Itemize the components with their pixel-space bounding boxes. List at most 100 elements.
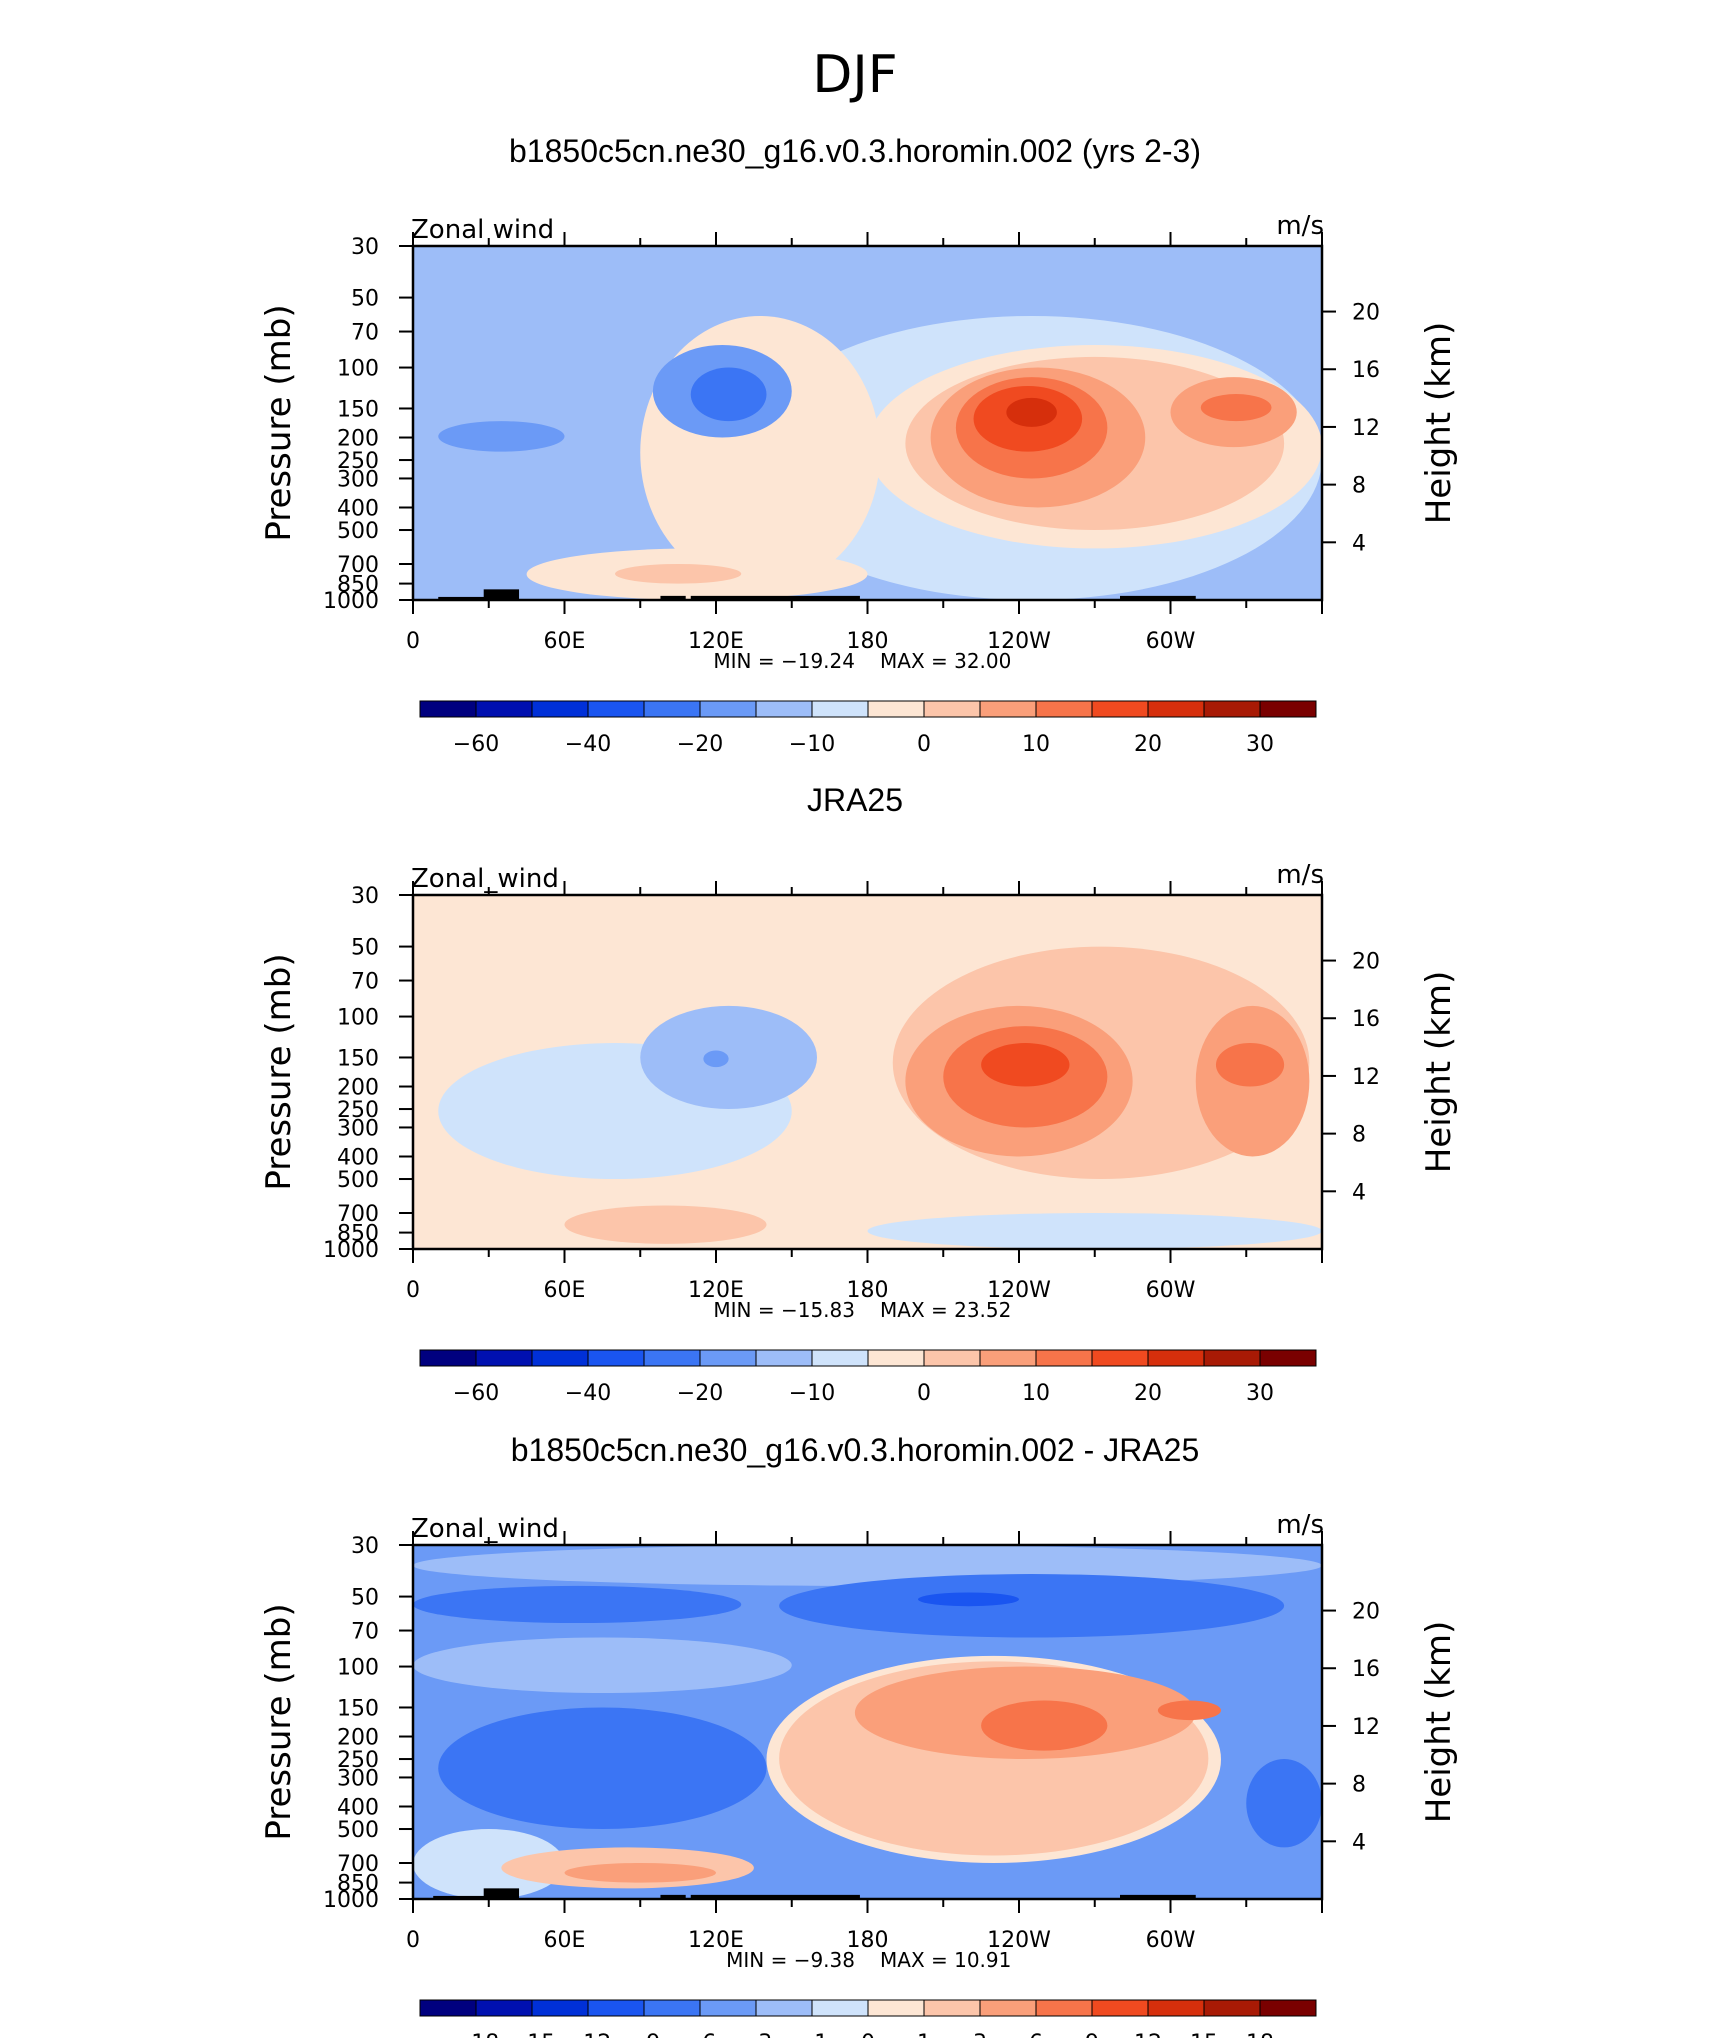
colorbar-box: [699, 1999, 757, 2017]
colorbar-box: [531, 700, 589, 718]
colorbar-box: [1203, 700, 1261, 718]
x-tick-label: 60W: [1146, 1278, 1196, 1303]
x-tick-label: 120W: [987, 629, 1051, 654]
contour-region: [413, 1829, 565, 1899]
variable-label: Zonal wind: [411, 215, 554, 245]
y-tick-label: 850: [337, 1872, 379, 1897]
y-axis-title: Pressure (mb): [259, 953, 299, 1190]
colorbar-box: [979, 1349, 1037, 1367]
y-tick-label: 50: [351, 1586, 379, 1611]
y-tick-label: 1000: [323, 1888, 379, 1913]
colorbar-label: 12: [1134, 2031, 1162, 2038]
panel-title: b1850c5cn.ne30_g16.v0.3.horomin.002 (yrs…: [509, 133, 1201, 169]
y-tick-label: 100: [337, 1006, 379, 1031]
colorbar-label: 18: [1246, 2031, 1274, 2038]
colorbar-label: 20: [1134, 1381, 1162, 1406]
y-tick-label: 500: [337, 1168, 379, 1193]
colorbar-label: 30: [1246, 732, 1274, 757]
colorbar-label: −40: [565, 1381, 611, 1406]
y2-tick-label: 20: [1352, 301, 1380, 326]
colorbar-box: [1203, 1999, 1261, 2017]
min-label: MIN = −19.24: [713, 649, 855, 673]
y2-tick-label: 12: [1352, 1065, 1380, 1090]
colorbar-box: [643, 1999, 701, 2017]
x-tick-label: 60E: [544, 1928, 586, 1953]
y2-tick-label: 4: [1352, 1180, 1366, 1205]
y2-tick-label: 8: [1352, 1123, 1366, 1148]
colorbar-box: [1035, 1999, 1093, 2017]
colorbar-label: −20: [677, 732, 723, 757]
colorbar-label: 9: [1085, 2031, 1099, 2038]
colorbar-label: 6: [1029, 2031, 1043, 2038]
contour-region: [564, 1862, 716, 1883]
topography-mask: [660, 1894, 686, 1899]
contour-region: [438, 421, 565, 452]
topography-mask: [690, 1894, 860, 1899]
colorbar-box: [867, 1999, 925, 2017]
colorbar-label: −9: [628, 2031, 660, 2038]
colorbar-box: [755, 700, 813, 718]
y-tick-label: 100: [337, 357, 379, 382]
contour-region: [1215, 1043, 1285, 1087]
colorbar-box: [923, 700, 981, 718]
contour-region: [981, 1700, 1108, 1751]
y-tick-label: 700: [337, 1202, 379, 1227]
colorbar-box: [1091, 1349, 1149, 1367]
colorbar-box: [587, 1999, 645, 2017]
y-tick-label: 200: [337, 427, 379, 452]
colorbar-box: [867, 1349, 925, 1367]
contour-field: [413, 1545, 1322, 1899]
x-tick-label: 60E: [544, 629, 586, 654]
colorbar-box: [755, 1349, 813, 1367]
y-tick-label: 30: [351, 1534, 379, 1559]
y-axis-title: Pressure (mb): [259, 304, 299, 541]
figure-title: DJF: [812, 45, 897, 105]
colorbar-box: [1147, 700, 1205, 718]
y-tick-label: 1000: [323, 589, 379, 614]
topography-mask: [660, 595, 686, 600]
y2-axis-title: Height (km): [1419, 1621, 1459, 1824]
panels: b1850c5cn.ne30_g16.v0.3.horomin.002 (yrs…: [259, 133, 1459, 2038]
y-tick-label: 70: [351, 1620, 379, 1645]
contour-region: [1157, 1700, 1221, 1721]
colorbar-box: [923, 1349, 981, 1367]
y-tick-label: 50: [351, 287, 379, 312]
colorbar-box: [811, 1349, 869, 1367]
colorbar-box: [643, 700, 701, 718]
x-tick-label: 60W: [1146, 629, 1196, 654]
colorbar-box: [419, 1349, 477, 1367]
x-tick-label: 120E: [688, 1928, 744, 1953]
variable-label: Zonal_wind: [411, 1514, 559, 1544]
y-tick-label: 70: [351, 321, 379, 346]
y-tick-label: 500: [337, 1818, 379, 1843]
topography-mask: [433, 1895, 514, 1899]
y-tick-label: 1000: [323, 1238, 379, 1263]
variable-label: Zonal_wind: [411, 864, 559, 894]
topography-mask: [483, 589, 520, 600]
units-label: m/s: [1276, 860, 1324, 890]
colorbar-label: −6: [684, 2031, 716, 2038]
contour-region: [703, 1050, 729, 1068]
colorbar-box: [867, 700, 925, 718]
colorbar-box: [475, 700, 533, 718]
y2-tick-label: 8: [1352, 474, 1366, 499]
y-tick-label: 400: [337, 1145, 379, 1170]
max-label: MAX = 10.91: [880, 1948, 1011, 1972]
y-tick-label: 50: [351, 936, 379, 961]
x-tick-label: 60W: [1146, 1928, 1196, 1953]
colorbar-label: 10: [1022, 1381, 1050, 1406]
x-tick-label: 60E: [544, 1278, 586, 1303]
x-tick-label: 0: [406, 629, 420, 654]
y-tick-label: 250: [337, 1098, 379, 1123]
x-tick-label: 120W: [987, 1928, 1051, 1953]
y2-tick-label: 8: [1352, 1773, 1366, 1798]
y-axis-title: Pressure (mb): [259, 1603, 299, 1840]
y-tick-label: 150: [337, 397, 379, 422]
y-tick-label: 300: [337, 1766, 379, 1791]
colorbar-box: [1147, 1349, 1205, 1367]
y-tick-label: 400: [337, 496, 379, 521]
y-tick-label: 850: [337, 573, 379, 598]
y2-tick-label: 12: [1352, 416, 1380, 441]
panel-3: b1850c5cn.ne30_g16.v0.3.horomin.002 - JR…: [259, 1432, 1459, 2038]
colorbar-label: −10: [789, 1381, 835, 1406]
